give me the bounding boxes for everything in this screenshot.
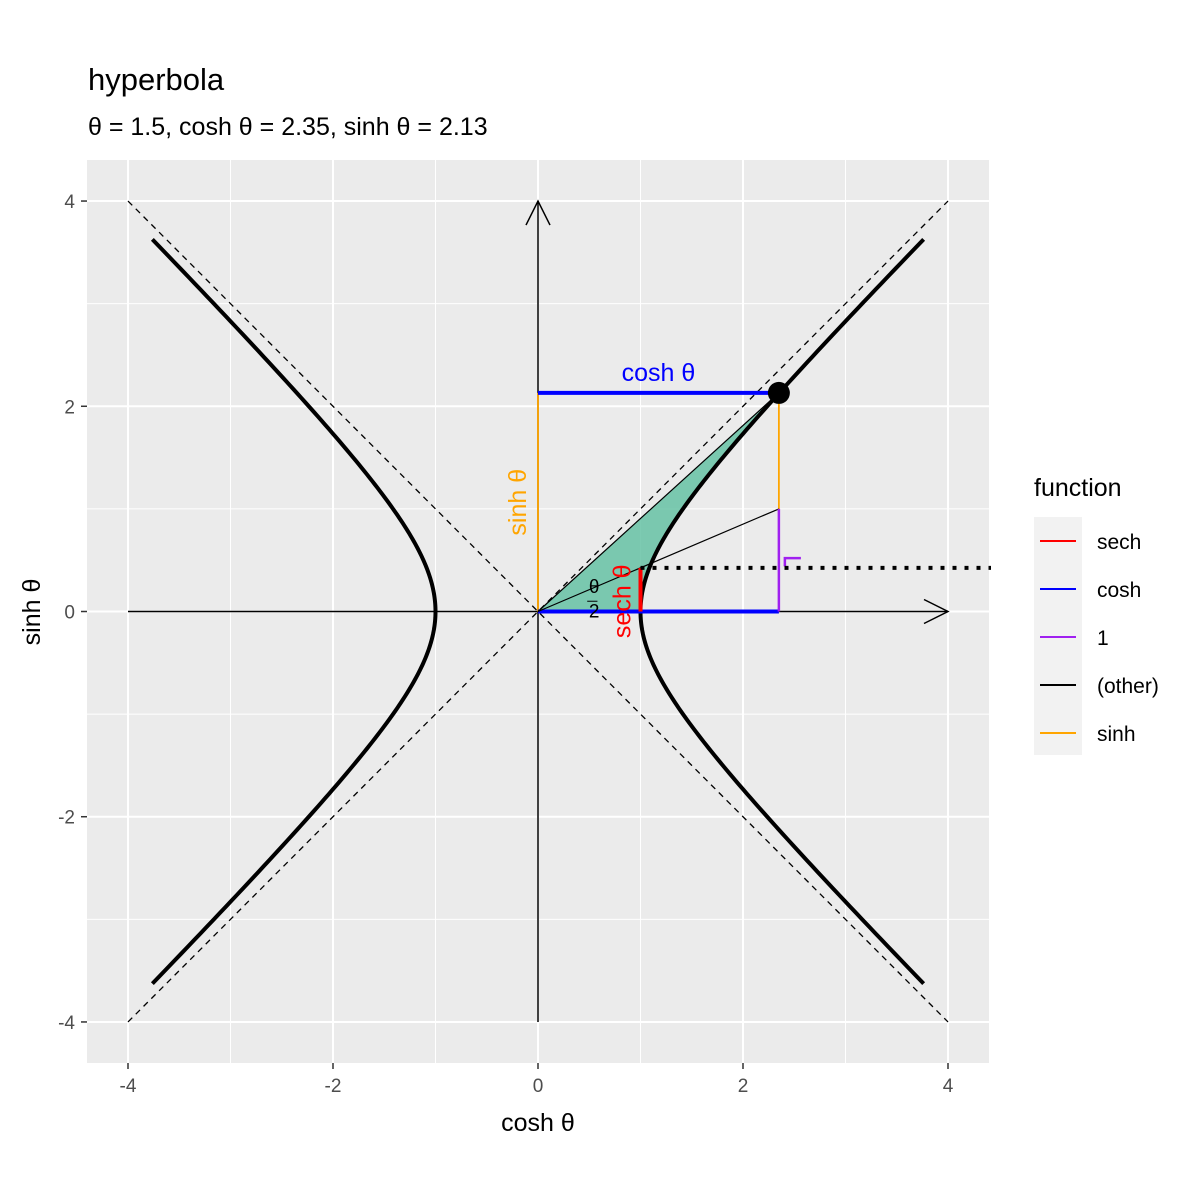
line-origin-to-unit [537,508,780,613]
legend-items: sech cosh 1 (other) sinh [1040,531,1159,746]
hyperbola-left-branch [150,237,438,986]
plot-marks: cosh θ sinh θ sech θ θ 2 [127,199,991,1023]
x-tick-label: -2 [325,1076,342,1097]
legend-label-4: sinh [1097,723,1136,746]
x-tick-label: -4 [120,1076,137,1097]
y-axis-arrowhead [525,199,551,226]
y-tick-labels: -4 -2 0 2 4 [58,192,87,1034]
x-tick-labels: -4 -2 0 2 4 [120,1063,954,1097]
y-tick-label: 0 [64,603,75,624]
x-tick-label: 2 [738,1076,749,1097]
y-tick-label: 2 [64,397,75,418]
theta-annotation: θ [589,577,600,598]
legend-label-2: 1 [1097,627,1109,650]
legend-label-3: (other) [1097,675,1159,698]
y-tick-label: 4 [64,192,75,213]
y-tick-label: -4 [58,1013,75,1034]
half-annotation: 2 [589,602,600,623]
chart-subtitle: θ = 1.5, cosh θ = 2.35, sinh θ = 2.13 [88,113,488,141]
legend-label-1: cosh [1097,579,1141,602]
legend-title: function [1034,474,1122,502]
sech-annotation: sech θ [609,564,637,638]
y-axis-label: sinh θ [18,579,46,646]
y-tick-label: -2 [58,808,75,829]
cosh-annotation: cosh θ [622,359,696,387]
x-tick-label: 0 [533,1076,544,1097]
legend-label-0: sech [1097,531,1141,554]
sinh-annotation: sinh θ [504,469,532,536]
x-axis-arrowhead [923,598,950,625]
unit-segment-tick [783,556,801,567]
legend: function sech cosh 1 (other) sinh [1034,474,1159,755]
chart-title: hyperbola [88,62,225,97]
x-tick-label: 4 [943,1076,954,1097]
x-axis-label: cosh θ [501,1109,575,1137]
line-origin-to-point [537,392,780,612]
hyperbola-point [767,381,790,404]
